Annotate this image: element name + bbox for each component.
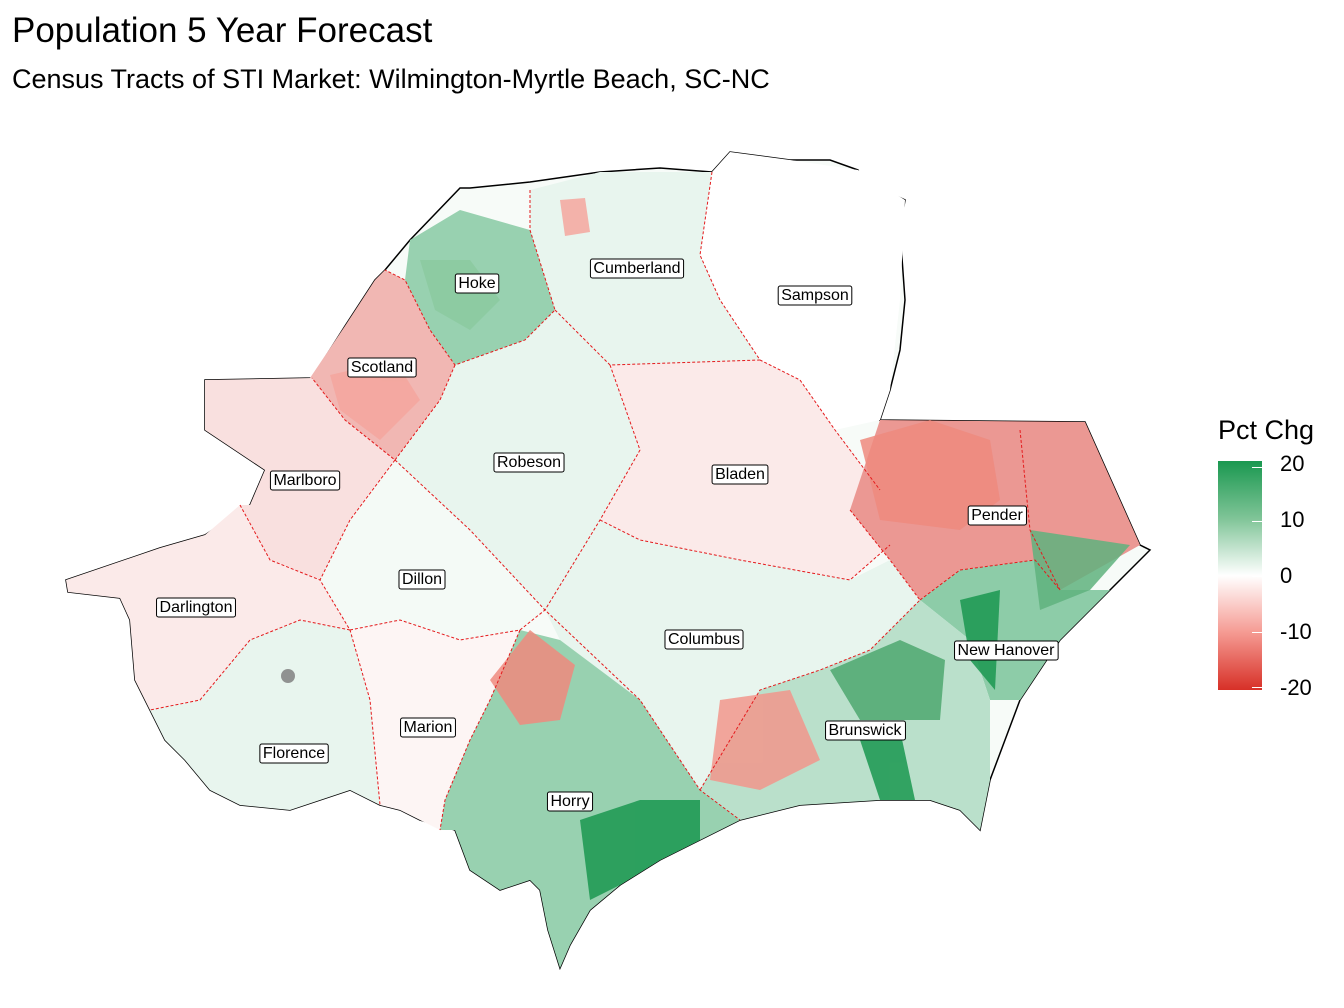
svg-text:Cumberland: Cumberland [593,260,680,277]
county-label: Pender [967,505,1027,526]
county-boundary [1019,429,1061,591]
county-boundary [919,559,1061,601]
legend-tick-label: 10 [1280,507,1305,532]
legend-tickmark [1252,467,1262,468]
tract-patch [830,640,945,720]
tract-patches [281,198,1130,900]
tract-patch [710,690,820,790]
county-boundary [699,509,921,791]
svg-text:New Hanover: New Hanover [958,642,1056,659]
svg-text:Marion: Marion [404,719,453,736]
county-boundaries [149,171,1061,831]
county-columbus [545,520,920,790]
legend-tick-label: -20 [1280,675,1312,700]
county-boundary [384,190,556,366]
county-label: Horry [546,791,594,812]
svg-text:Dillon: Dillon [402,571,442,588]
svg-text:Scotland: Scotland [351,359,413,376]
legend-tick-label: 20 [1280,451,1305,476]
svg-text:Darlington: Darlington [160,599,233,616]
county-label: Bladen [711,464,769,485]
county-label: Cumberland [589,258,685,279]
county-label: Robeson [493,452,565,473]
county-label: Hoke [454,273,500,294]
tract-patch [560,198,590,236]
svg-text:Robeson: Robeson [497,454,561,471]
legend-title: Pct Chg [1218,415,1315,445]
tract-patch [860,420,1000,530]
county-label: Sampson [777,285,853,306]
county-label: New Hanover [954,640,1059,661]
county-boundary [394,459,741,821]
county-label: Marlboro [269,470,341,491]
county-label: Marion [400,717,456,738]
svg-text:Columbus: Columbus [668,631,740,648]
county-label: Dillon [398,569,446,590]
legend-tickmark [1252,521,1262,522]
svg-text:Brunswick: Brunswick [829,722,903,739]
legend-tick-label: 0 [1280,563,1293,588]
county-boundary [599,519,891,581]
tract-patch [490,630,575,725]
county-boundary [544,364,641,611]
legend-tickmark [1252,632,1262,633]
tract-patch-missing [281,669,295,683]
svg-text:Pender: Pender [971,507,1023,524]
svg-text:Sampson: Sampson [781,287,849,304]
county-label: Darlington [156,597,236,618]
tract-patch [1030,530,1130,610]
map-title: Population 5 Year Forecast [12,11,433,50]
county-boundary [349,609,546,641]
tract-patch [330,360,420,440]
county-label: Columbus [664,629,744,650]
svg-text:Bladen: Bladen [715,466,765,483]
county-dillon [320,460,545,640]
tract-patch [860,730,915,800]
county-labels: Hoke Cumberland Sampson Scotland Robeson… [156,258,1059,812]
legend-tickmark [1252,576,1262,577]
svg-text:Horry: Horry [550,793,589,810]
svg-text:Florence: Florence [263,745,325,762]
tract-patch [580,800,700,900]
map-subtitle: Census Tracts of STI Market: Wilmington-… [12,64,770,94]
county-boundary [311,364,456,461]
legend-tick-label: -10 [1280,619,1312,644]
county-label: Brunswick [825,720,906,741]
county-boundary [239,504,321,581]
legend-colorbar [1218,461,1262,690]
legend-tickmark [1252,687,1262,688]
svg-text:Marlboro: Marlboro [273,472,336,489]
county-label: Scotland [347,357,417,378]
county-boundary [319,459,396,806]
county-boundary [439,629,521,831]
svg-text:Hoke: Hoke [458,275,495,292]
county-label: Florence [259,743,329,764]
tract-patch [960,590,1000,690]
